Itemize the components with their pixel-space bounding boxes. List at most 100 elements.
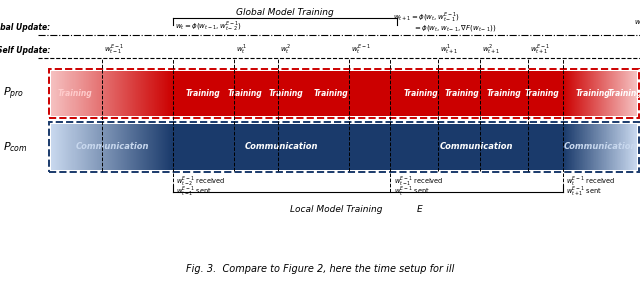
Bar xyxy=(97,71,98,116)
Bar xyxy=(631,71,632,116)
Bar xyxy=(122,124,124,170)
Bar xyxy=(626,71,627,116)
Text: Training: Training xyxy=(314,89,348,98)
Bar xyxy=(122,71,124,116)
Bar xyxy=(607,124,608,170)
Bar xyxy=(633,71,634,116)
Bar xyxy=(104,71,105,116)
Bar xyxy=(140,71,141,116)
Bar xyxy=(605,71,606,116)
Bar xyxy=(118,71,119,116)
Bar xyxy=(109,71,110,116)
Bar xyxy=(577,124,578,170)
Text: Communication: Communication xyxy=(76,142,148,151)
Bar xyxy=(636,71,637,116)
Bar xyxy=(79,71,80,116)
Text: Fig. 3.  Compare to Figure 2, here the time setup for ill: Fig. 3. Compare to Figure 2, here the ti… xyxy=(186,264,454,274)
Bar xyxy=(150,71,152,116)
Bar xyxy=(585,71,586,116)
Bar xyxy=(616,71,617,116)
Bar xyxy=(572,124,573,170)
Bar xyxy=(100,71,101,116)
Bar xyxy=(602,124,603,170)
Bar xyxy=(590,71,591,116)
Bar xyxy=(95,71,96,116)
Bar xyxy=(607,71,608,116)
Bar xyxy=(124,124,125,170)
Bar xyxy=(571,71,572,116)
Bar xyxy=(584,124,585,170)
Bar xyxy=(565,124,566,170)
Text: $w_t^1$: $w_t^1$ xyxy=(236,42,246,56)
Bar xyxy=(589,124,590,170)
Bar xyxy=(98,71,99,116)
Bar xyxy=(568,124,569,170)
Bar xyxy=(573,124,574,170)
Bar xyxy=(603,124,604,170)
Bar xyxy=(570,124,571,170)
Bar xyxy=(102,124,103,170)
Bar xyxy=(58,71,60,116)
Text: Global Update:: Global Update: xyxy=(0,23,50,32)
Bar xyxy=(81,71,82,116)
Bar xyxy=(171,124,172,170)
Bar xyxy=(116,71,117,116)
Bar xyxy=(618,124,619,170)
Bar xyxy=(612,71,613,116)
Text: $w_{t+1}^1$: $w_{t+1}^1$ xyxy=(440,42,459,56)
Bar xyxy=(128,124,129,170)
Bar xyxy=(597,124,598,170)
Bar xyxy=(170,71,171,116)
Bar xyxy=(60,71,61,116)
Bar xyxy=(100,124,101,170)
Bar xyxy=(119,71,120,116)
Bar xyxy=(67,124,68,170)
Bar xyxy=(88,124,89,170)
Bar xyxy=(582,124,583,170)
Bar xyxy=(63,124,65,170)
Bar xyxy=(600,124,601,170)
Bar xyxy=(62,124,63,170)
Bar xyxy=(84,71,86,116)
Bar xyxy=(127,71,129,116)
Bar xyxy=(140,71,141,116)
Bar xyxy=(594,71,595,116)
Bar xyxy=(88,71,89,116)
Bar xyxy=(113,71,114,116)
Bar xyxy=(575,71,576,116)
Bar xyxy=(76,124,77,170)
Bar xyxy=(54,71,56,116)
Bar xyxy=(91,124,92,170)
Bar xyxy=(129,124,131,170)
Bar xyxy=(86,124,87,170)
Bar xyxy=(630,71,632,116)
Bar xyxy=(624,71,625,116)
Bar xyxy=(127,124,129,170)
Bar xyxy=(103,124,104,170)
Bar xyxy=(572,71,573,116)
Bar xyxy=(171,71,172,116)
Bar xyxy=(106,124,107,170)
Bar xyxy=(159,124,161,170)
Bar xyxy=(633,124,634,170)
Bar xyxy=(111,124,112,170)
Text: $w_t^2$: $w_t^2$ xyxy=(280,42,291,56)
Bar xyxy=(635,124,636,170)
Bar xyxy=(590,124,591,170)
Text: $w_{t-1}^{E-1}$: $w_{t-1}^{E-1}$ xyxy=(104,42,124,56)
Text: $w_t = \phi(w_{t-1}, w_{t-2}^{E-1})$: $w_t = \phi(w_{t-1}, w_{t-2}^{E-1})$ xyxy=(175,19,243,33)
Bar xyxy=(602,71,603,116)
Bar xyxy=(52,124,53,170)
Bar xyxy=(635,71,636,116)
Bar xyxy=(145,71,147,116)
Bar xyxy=(147,124,148,170)
Bar xyxy=(62,71,63,116)
Bar xyxy=(120,71,121,116)
Bar xyxy=(111,71,112,116)
Bar xyxy=(93,124,95,170)
Bar xyxy=(586,71,587,116)
Bar xyxy=(600,71,602,116)
Text: $w_{t+1}^2$: $w_{t+1}^2$ xyxy=(482,42,500,56)
Bar xyxy=(600,124,602,170)
Bar xyxy=(617,124,618,170)
